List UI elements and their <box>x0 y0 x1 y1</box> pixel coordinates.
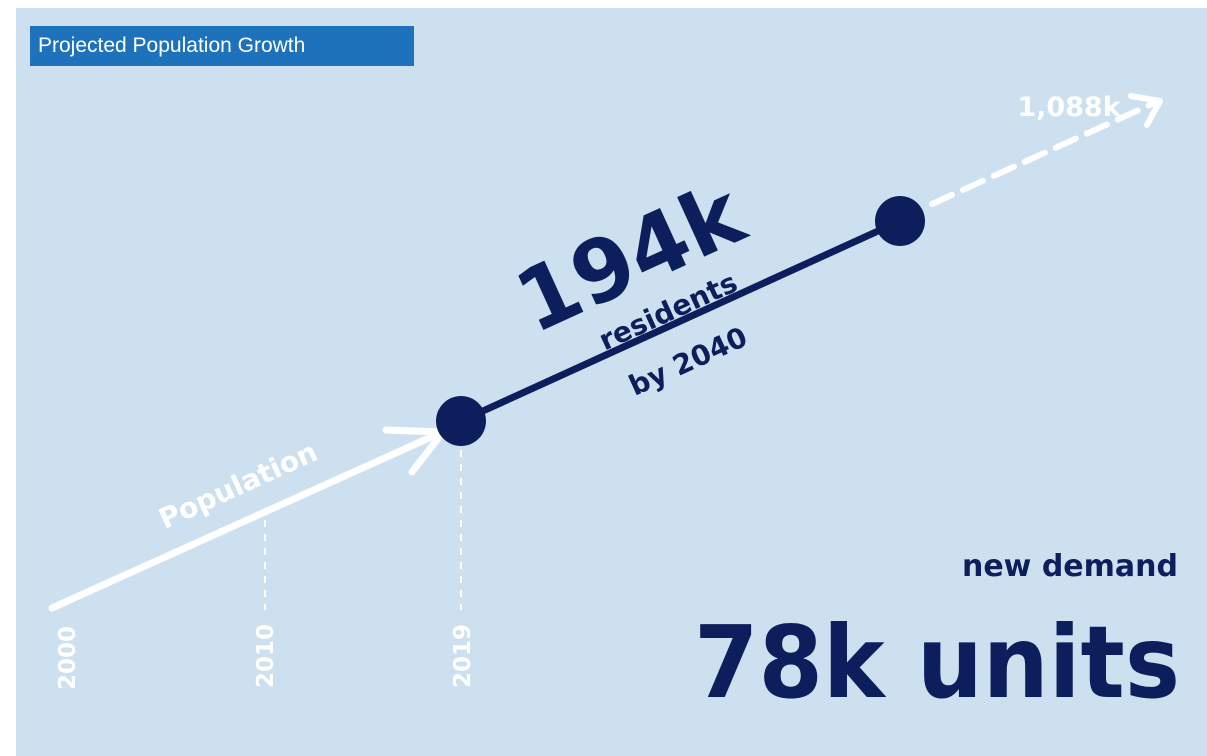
future-arrowhead <box>1128 93 1163 128</box>
history-line <box>48 429 444 612</box>
year-label-2019: 2019 <box>450 624 476 688</box>
endpoint-label: 1,088k <box>1017 92 1121 123</box>
node-2019 <box>436 396 486 446</box>
demand-value: 78k units <box>694 604 1180 721</box>
infographic-panel <box>16 8 1207 756</box>
demand-label: new demand <box>962 549 1178 584</box>
projection-line <box>457 217 904 425</box>
future-dashed-line <box>929 101 1155 207</box>
title-badge: Projected Population Growth <box>30 26 414 66</box>
year-label-2000: 2000 <box>55 626 81 690</box>
node-2040 <box>875 196 925 246</box>
year-label-2010: 2010 <box>253 624 279 688</box>
